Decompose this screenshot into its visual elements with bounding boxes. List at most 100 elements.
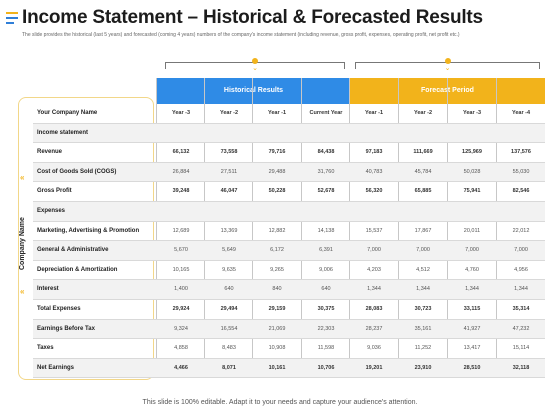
table-cell: 4,858 [174, 345, 188, 352]
table-row: Taxes 4,858 8,483 10,908 11,598 9,036 11,252 13… [33, 339, 545, 359]
row-label: General & Administrative [37, 247, 109, 254]
table-cell: 1,344 [416, 286, 430, 293]
chevron-down-icon: ⌄ [444, 65, 451, 72]
table-cell: 11,598 [317, 345, 335, 352]
column-divider [252, 78, 253, 375]
column-divider [301, 78, 302, 375]
table-cell: 6,391 [319, 247, 333, 254]
table-row: Revenue 66,132 73,558 79,716 84,438 97,183 111… [33, 143, 545, 163]
table-cell: 16,554 [220, 325, 238, 332]
table-cell: 10,706 [317, 364, 335, 371]
table-cell: 13,369 [220, 227, 238, 234]
table-cell: 50,028 [463, 168, 481, 175]
table-cell: 32,118 [512, 364, 530, 371]
table-cell: 7,000 [367, 247, 381, 254]
table-cell: 66,132 [172, 149, 190, 156]
table-cell: 1,344 [514, 286, 528, 293]
table-cell: 29,159 [268, 306, 286, 312]
bracket-dot-icon [444, 58, 451, 64]
table-cell: 35,314 [512, 306, 530, 312]
table-cell: 28,510 [463, 364, 481, 371]
table-cell: 8,071 [222, 364, 236, 371]
table-cell: Year -3 [462, 110, 482, 116]
table-cell: 22,012 [512, 227, 530, 234]
table-row: Gross Profit 39,248 46,047 50,228 52,678 56,3… [33, 182, 545, 202]
table-cell: 73,558 [220, 149, 238, 156]
table-cell: Year -3 [171, 110, 191, 116]
row-label: Depreciation & Amortization [37, 266, 118, 273]
table-cell: 28,237 [365, 325, 383, 332]
table-cell: 9,006 [319, 266, 333, 273]
table-cell: 29,924 [172, 306, 190, 312]
table-cell: 5,670 [174, 247, 188, 254]
table-row: Income statement [33, 123, 545, 144]
table-cell: 27,511 [220, 168, 238, 175]
table-cell: 640 [224, 286, 234, 293]
table-cell: 97,183 [365, 149, 383, 156]
table-cell: 30,375 [317, 306, 335, 312]
table-cell: 29,488 [268, 168, 286, 175]
row-label: Taxes [37, 345, 54, 352]
table-cell: 26,884 [172, 168, 190, 175]
table-cell: 9,036 [367, 345, 381, 352]
table-cell: 7,000 [465, 247, 479, 254]
table-cell: 4,956 [514, 266, 528, 273]
row-label: Earnings Before Tax [37, 325, 95, 332]
table-cell: 82,546 [512, 188, 530, 195]
table-cell: 31,760 [317, 168, 335, 175]
row-label: Cost of Goods Sold (COGS) [37, 168, 117, 175]
table-cell: 840 [272, 286, 282, 293]
table-cell: 14,138 [317, 227, 335, 234]
table-cell: 17,867 [414, 227, 432, 234]
footer-note: This slide is 100% editable. Adapt it to… [142, 399, 418, 406]
table-row: Expenses [33, 202, 545, 222]
table-cell: 20,011 [463, 227, 481, 234]
row-label: Interest [37, 286, 59, 293]
table-cell: 12,689 [172, 227, 190, 234]
table-cell: 4,760 [465, 266, 479, 273]
company-row-frame [18, 97, 154, 380]
table-cell: 75,941 [463, 188, 481, 195]
table-cell: 56,320 [365, 188, 383, 195]
table-cell: 79,716 [268, 149, 286, 156]
side-label-wrap: Company Name [19, 217, 29, 270]
table-cell: 4,512 [416, 266, 430, 273]
chevrons-up-icon: « [20, 287, 25, 296]
table-cell: 15,114 [512, 345, 530, 352]
table-cell: Year -4 [511, 110, 531, 116]
column-divider [398, 78, 399, 375]
column-divider [156, 78, 157, 375]
row-label: Net Earnings [37, 364, 75, 371]
table-cell: 50,228 [268, 188, 286, 195]
table-cell: 5,649 [222, 247, 236, 254]
chevrons-up-icon: « [20, 173, 25, 182]
table-cell: 8,483 [222, 345, 236, 352]
table-row: Net Earnings 4,466 8,071 10,161 10,706 19,201… [33, 358, 545, 379]
table-cell: 10,908 [268, 345, 286, 352]
table-cell: 137,576 [511, 149, 531, 156]
table-cell: 22,303 [317, 325, 335, 332]
table-cell: Year -2 [413, 110, 433, 116]
column-divider [204, 78, 205, 375]
table-cell: Current Year [309, 110, 343, 116]
table-cell: 9,324 [174, 325, 188, 332]
table-cell: 35,161 [414, 325, 432, 332]
table-cell: 4,466 [174, 364, 188, 371]
table-cell: 15,537 [365, 227, 383, 234]
table-cell: 52,678 [317, 188, 335, 195]
bracket-dot-icon [252, 58, 258, 64]
table-cell: 6,172 [270, 247, 284, 254]
table-cell: 47,232 [512, 325, 530, 332]
table-cell: 7,000 [416, 247, 430, 254]
table-row: Your Company Name Year -3 Year -2 Year -1 Cu… [33, 104, 545, 124]
row-label: Your Company Name [37, 110, 98, 116]
table-cell: 1,344 [367, 286, 381, 293]
table-cell: 11,252 [414, 345, 432, 352]
table-cell: 46,047 [220, 188, 238, 195]
table-cell: 125,969 [462, 149, 482, 156]
row-label: Gross Profit [37, 188, 72, 195]
table-cell: 30,723 [414, 306, 432, 312]
table-cell: Year -1 [364, 110, 384, 116]
table-cell: 10,165 [172, 266, 190, 273]
table-row: Depreciation & Amortization 10,165 9,635 9,… [33, 261, 545, 281]
